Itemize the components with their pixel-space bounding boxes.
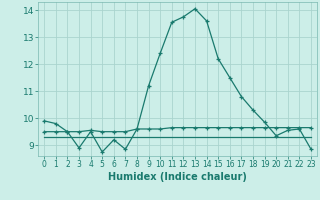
X-axis label: Humidex (Indice chaleur): Humidex (Indice chaleur) [108,172,247,182]
